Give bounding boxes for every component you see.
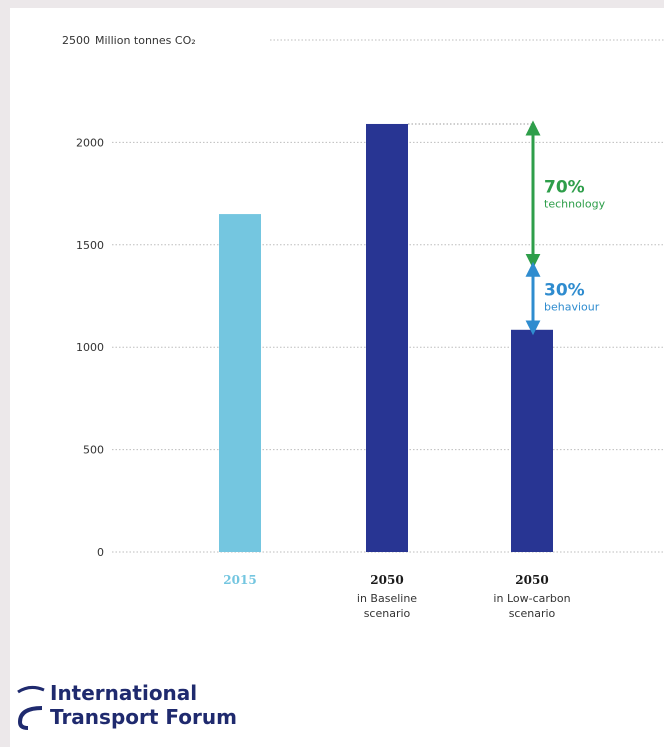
y-axis-unit-label: Million tonnes CO₂ [95, 34, 196, 47]
category-subtitle-1-1: scenario [364, 607, 411, 620]
category-subtitle-1-0: in Baseline [357, 592, 417, 605]
logo-line-2: Transport Forum [50, 705, 237, 729]
bar-chart: 70%technology 30%behaviour 0 500 1000 1500 20… [62, 34, 664, 620]
y-tick-label-2000: 2000 [76, 136, 104, 149]
logo-swoosh-icon [17, 685, 45, 730]
itf-logo: International Transport Forum [14, 680, 254, 740]
category-year-2: 2050 [515, 573, 548, 587]
y-tick-label-0: 0 [97, 546, 104, 559]
y-tick-label-1000: 1000 [76, 341, 104, 354]
category-subtitle-2-1: scenario [509, 607, 556, 620]
category-year-0: 2015 [223, 573, 256, 587]
chart-panel [10, 8, 664, 747]
bar-0 [219, 214, 261, 552]
y-tick-label-1500: 1500 [76, 239, 104, 252]
category-subtitle-2-0: in Low-carbon [493, 592, 570, 605]
bar-1 [366, 123, 408, 552]
y-tick-label-500: 500 [83, 444, 104, 457]
category-year-1: 2050 [370, 573, 403, 587]
annotation-percent-1: 30% [544, 281, 585, 301]
logo-line-1: International [50, 681, 198, 705]
annotation-percent-0: 70% [544, 178, 585, 198]
annotation-label-1: behaviour [544, 301, 600, 314]
y-tick-label-2500: 2500 [62, 34, 90, 47]
bar-2 [511, 329, 553, 552]
annotation-label-0: technology [544, 198, 606, 211]
